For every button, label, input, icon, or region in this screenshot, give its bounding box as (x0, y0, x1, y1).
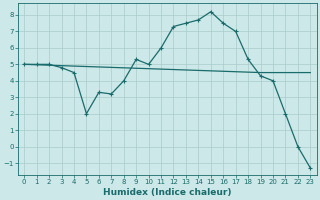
X-axis label: Humidex (Indice chaleur): Humidex (Indice chaleur) (103, 188, 232, 197)
